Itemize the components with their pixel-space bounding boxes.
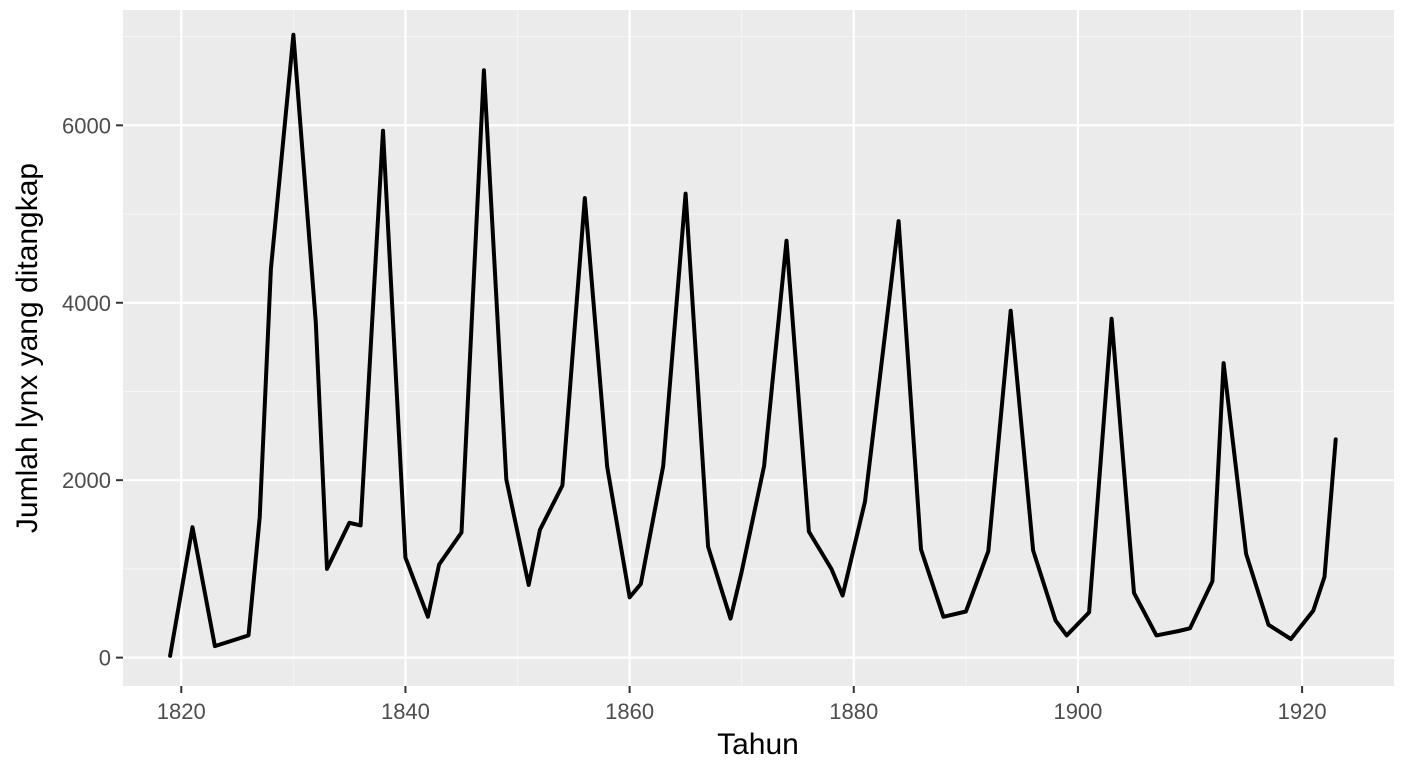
y-tick-label: 2000 <box>62 468 111 493</box>
y-tick-label: 0 <box>99 646 111 671</box>
y-axis: 0 2000 4000 6000 <box>62 113 123 671</box>
lynx-trapped-line <box>168 32 1338 658</box>
x-axis-title: Tahun <box>717 728 799 761</box>
x-tick-label: 1820 <box>157 699 206 724</box>
y-tick-label: 6000 <box>62 113 111 138</box>
y-axis-title: Jumlah lynx yang ditangkap <box>11 163 44 533</box>
x-tick-label: 1880 <box>829 699 878 724</box>
x-tick-label: 1920 <box>1278 699 1327 724</box>
plot-panel <box>123 10 1394 686</box>
x-tick-label: 1900 <box>1053 699 1102 724</box>
x-axis: 1820 1840 1860 1880 1900 1920 <box>157 686 1327 724</box>
x-tick-label: 1840 <box>381 699 430 724</box>
y-tick-label: 4000 <box>62 291 111 316</box>
minor-gridlines <box>123 10 1394 686</box>
major-gridlines <box>123 10 1394 686</box>
x-tick-label: 1860 <box>605 699 654 724</box>
